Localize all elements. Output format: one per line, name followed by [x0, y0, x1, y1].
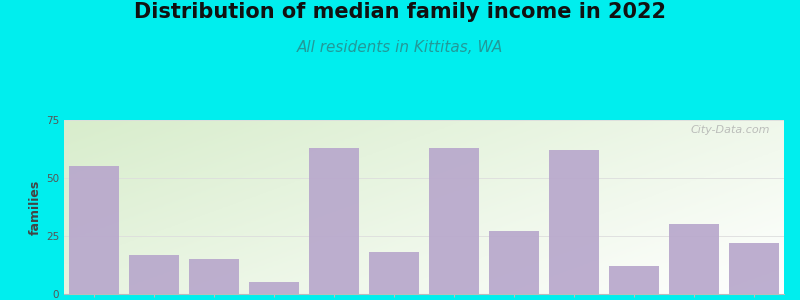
Bar [550, 150, 598, 294]
Bar [430, 148, 478, 294]
Text: Distribution of median family income in 2022: Distribution of median family income in … [134, 2, 666, 22]
Bar [70, 167, 118, 294]
Bar [190, 259, 238, 294]
Bar [610, 266, 658, 294]
Text: All residents in Kittitas, WA: All residents in Kittitas, WA [297, 40, 503, 56]
Bar [250, 282, 298, 294]
Text: City-Data.com: City-Data.com [690, 125, 770, 135]
Bar [730, 243, 778, 294]
Y-axis label: families: families [29, 179, 42, 235]
Bar [370, 252, 418, 294]
Bar [670, 224, 718, 294]
Bar [490, 231, 538, 294]
Bar [310, 148, 358, 294]
Bar [130, 255, 178, 294]
